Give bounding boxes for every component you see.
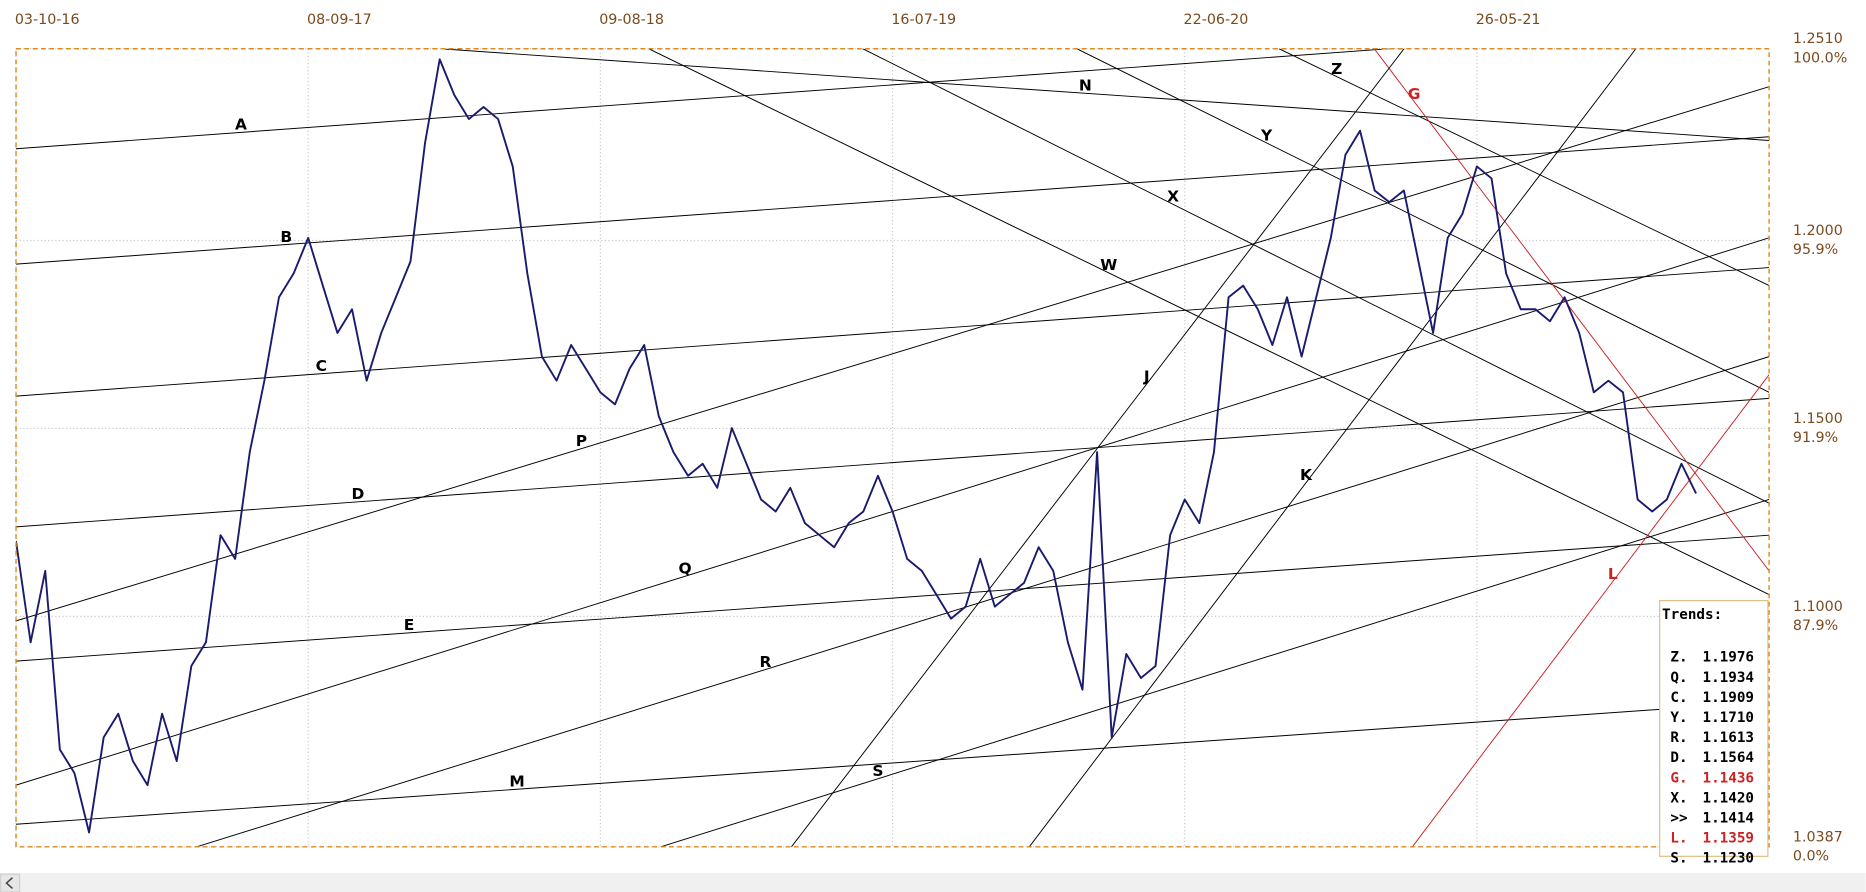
trend-label: Z [1331,60,1342,78]
trend-label: J [1143,367,1150,385]
table-row-value: 1.1710 [1702,710,1754,726]
trendlines [16,48,1770,847]
trend-line [16,701,1770,825]
table-row-label: Q. [1670,670,1687,686]
scroll-left-button[interactable] [0,873,21,892]
trend-line [1278,48,1770,287]
table-row-label: S. [1670,851,1687,867]
y-tick-percent: 91.9% [1793,430,1838,446]
scrollbar[interactable] [0,872,1866,892]
trend-line [16,397,1770,528]
trend-line [16,267,1770,397]
table-row-value: 1.1564 [1702,750,1754,766]
table-row-value: 1.1909 [1702,690,1754,706]
table-row-label: R. [1670,730,1687,746]
table-row-label: L. [1670,831,1687,847]
table-row-label: Z. [1670,650,1687,666]
trend-line [1373,48,1770,572]
trend-label: W [1100,256,1117,274]
trend-line [791,48,1405,847]
table-row-value: 1.1420 [1702,790,1754,806]
trend-label: N [1079,77,1092,95]
trend-line [196,356,1770,847]
trend-line [1411,374,1770,847]
table-row-value: 1.1934 [1702,670,1754,686]
table-row-label: D. [1670,750,1687,766]
x-tick-label: 08-09-17 [307,12,372,28]
trend-label: M [509,773,524,791]
trend-line [16,534,1770,662]
trend-line [660,499,1770,847]
trend-line [16,136,1770,265]
table-title: Trends: [1662,607,1722,623]
y-tick-label: 1.2510 [1793,31,1843,47]
x-tick-label: 26-05-21 [1476,12,1541,28]
trend-label: Y [1260,126,1273,144]
table-row-label: C. [1670,690,1687,706]
table-row-value: 1.1613 [1702,730,1754,746]
trend-label: R [760,653,772,671]
table-box [1659,600,1769,857]
table-row-label: Y. [1670,710,1687,726]
trend-label: Q [679,560,692,578]
trend-label: K [1300,466,1313,484]
labels: 03-10-16 08-09-17 09-08-18 16-07-19 22-06-20… [15,12,1847,864]
trend-line [862,48,1770,504]
y-tick-percent: 95.9% [1793,242,1838,258]
trend-label: C [316,357,327,375]
table-row-label: G. [1670,770,1687,786]
trend-line [1028,48,1637,847]
table-row-value: 1.1230 [1702,851,1754,867]
y-tick-label: 1.2000 [1793,223,1843,239]
trend-label: B [280,228,292,246]
trend-line [440,48,1770,141]
y-tick-label: 1.1500 [1793,411,1843,427]
trend-label: X [1167,188,1179,206]
trend-label: A [235,116,247,134]
x-tick-label: 16-07-19 [891,12,956,28]
y-tick-label: 1.1000 [1793,599,1843,615]
scroll-left-arrow [5,877,13,890]
trend-line [648,48,1770,596]
x-tick-label: 03-10-16 [15,12,80,28]
price-layer [16,58,1697,834]
trend-line [16,86,1770,622]
y-tick-label: 1.0387 [1793,829,1843,845]
table-row-label: >> [1670,810,1687,826]
trend-line [1076,48,1770,393]
table-row-label: X. [1670,790,1687,806]
x-tick-label: 22-06-20 [1184,12,1249,28]
table-row-value: 1.1359 [1702,831,1754,847]
price-line [16,58,1697,834]
table-row-value: 1.1414 [1702,810,1754,826]
table-row-value: 1.1436 [1702,770,1754,786]
trends-table: Trends: Z. 1.1976 Q. 1.1934 C. 1.1909 Y. 1.1710 R… [1659,600,1769,867]
trend-line [16,48,1395,150]
trend-label: L [1608,565,1618,583]
y-tick-percent: 87.9% [1793,618,1838,634]
trend-label: G [1408,85,1421,103]
y-tick-percent: 0.0% [1793,848,1829,864]
y-tick-percent: 100.0% [1793,50,1847,66]
grid [15,48,1770,848]
trend-label: S [872,762,883,780]
x-tick-label: 09-08-18 [599,12,664,28]
trend-label: E [404,616,415,634]
trend-label: P [576,432,587,450]
trend-label: D [351,485,364,503]
plot-frame [15,48,1770,848]
table-row-value: 1.1976 [1702,650,1754,666]
